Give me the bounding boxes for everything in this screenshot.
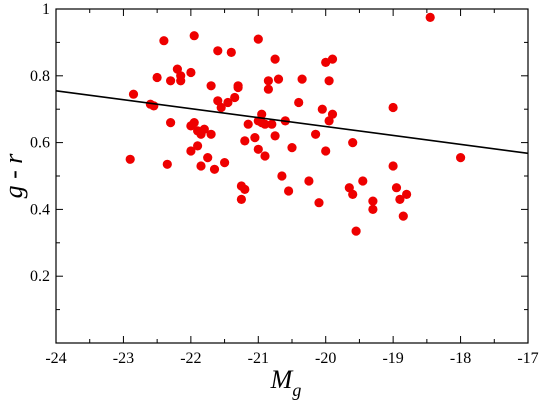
data-point <box>287 143 297 153</box>
data-point <box>125 154 135 164</box>
data-point <box>162 159 172 169</box>
x-tick-label: -21 <box>248 350 269 367</box>
data-point <box>425 12 435 22</box>
data-point <box>230 92 240 103</box>
data-point <box>220 158 230 168</box>
x-tick-label: -19 <box>382 350 403 367</box>
x-tick-label: -22 <box>180 350 201 367</box>
data-point <box>348 189 358 199</box>
data-point <box>388 102 398 113</box>
data-point <box>263 76 273 86</box>
data-point <box>203 153 213 163</box>
data-point <box>257 109 267 119</box>
data-point <box>273 74 284 84</box>
y-tick-label: 0.4 <box>30 201 50 218</box>
x-axis-label: Mg <box>270 365 302 400</box>
data-point <box>186 67 196 78</box>
x-tick-label: -24 <box>45 350 66 367</box>
data-point <box>226 47 236 58</box>
data-point <box>189 31 199 41</box>
y-axis-label: g - r <box>0 153 28 199</box>
data-point <box>263 84 273 94</box>
data-point <box>176 71 186 81</box>
data-point <box>351 226 361 236</box>
y-tick-label: 0.2 <box>30 268 50 285</box>
data-point <box>270 54 280 64</box>
data-point <box>233 82 243 93</box>
data-point <box>391 183 402 193</box>
data-point <box>253 144 263 154</box>
data-point <box>189 118 199 128</box>
data-point <box>324 76 334 86</box>
data-point <box>358 176 368 186</box>
data-point <box>321 57 331 67</box>
data-point <box>199 124 209 134</box>
data-point <box>368 204 378 214</box>
data-point <box>270 131 280 141</box>
data-point <box>206 81 216 91</box>
x-tick-label: -18 <box>450 350 471 367</box>
data-point <box>388 161 398 171</box>
data-point <box>166 118 176 128</box>
data-point <box>395 194 405 204</box>
data-point <box>236 194 246 204</box>
x-tick-label: -23 <box>113 350 134 367</box>
data-point <box>159 36 169 46</box>
x-tick-label: -17 <box>517 350 538 367</box>
data-point <box>223 97 233 108</box>
data-point <box>240 184 250 194</box>
data-point <box>209 164 220 174</box>
data-point <box>166 76 176 86</box>
data-point <box>213 46 223 56</box>
data-point <box>206 129 216 139</box>
data-point <box>456 153 466 163</box>
y-axis-ticks: 0.2 0.4 0.6 0.8 1 <box>30 1 528 311</box>
x-axis-label-main: M <box>270 365 294 394</box>
data-point <box>327 54 338 64</box>
fit-line <box>55 90 529 155</box>
data-point <box>196 161 206 171</box>
data-point <box>240 136 250 146</box>
y-tick-label: 1 <box>42 1 50 18</box>
data-point <box>284 186 294 196</box>
data-point <box>253 34 263 44</box>
data-point <box>243 119 253 129</box>
x-axis-ticks: -24 -23 -22 -21 -20 -19 -18 -17 <box>45 9 539 367</box>
data-point <box>250 133 260 143</box>
data-point <box>348 138 358 148</box>
data-point <box>368 196 378 206</box>
data-point <box>260 119 270 129</box>
data-point <box>402 189 412 199</box>
data-point <box>128 89 139 99</box>
x-tick-label: -20 <box>315 350 336 367</box>
data-point <box>260 151 270 161</box>
data-point <box>398 211 408 221</box>
data-point <box>317 104 327 114</box>
data-point <box>297 74 307 84</box>
y-tick-label: 0.6 <box>30 135 50 152</box>
y-tick-label: 0.8 <box>30 68 50 85</box>
data-point <box>267 119 277 129</box>
plot-frame <box>55 8 529 344</box>
data-point <box>304 176 314 186</box>
data-point <box>314 198 324 208</box>
data-point <box>277 171 287 181</box>
data-point <box>321 146 331 156</box>
data-point <box>193 141 203 151</box>
data-point <box>186 146 196 156</box>
data-point <box>216 102 226 113</box>
data-point <box>311 129 321 139</box>
data-point <box>152 72 162 83</box>
data-point <box>294 97 304 108</box>
x-axis-label-sub: g <box>292 380 301 400</box>
fit-line-group <box>55 90 529 155</box>
plot-marks <box>125 12 466 236</box>
data-point <box>327 109 338 119</box>
